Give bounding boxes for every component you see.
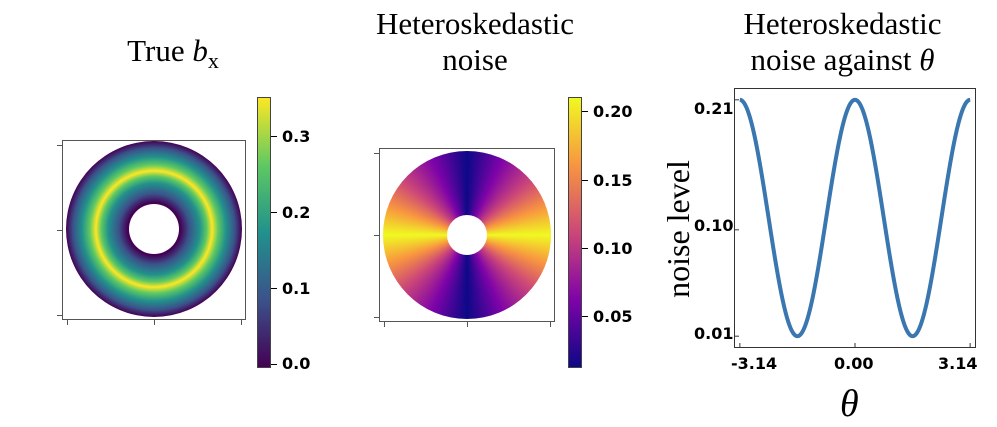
panel1-plot-frame <box>62 140 246 320</box>
panel2-ytick-mark <box>374 317 379 318</box>
panel1-cbar-tickmark <box>271 364 277 365</box>
panel1-ring <box>66 141 242 317</box>
panel2-conic-fill <box>383 151 551 319</box>
panel2-title: Heteroskedastic noise <box>345 6 605 78</box>
panel3-xtick-label: 3.14 <box>938 354 978 373</box>
panel2-ytick-mark <box>374 153 379 154</box>
panel3-xlabel: θ <box>840 383 859 425</box>
panel1-cbar-tickmark <box>271 212 277 213</box>
panel2-title-line1: Heteroskedastic <box>376 6 574 41</box>
panel1-cbar-ticklabel: 0.1 <box>282 279 311 298</box>
panel2-ytick-mark <box>374 235 379 236</box>
panel2-annulus <box>383 151 551 319</box>
panel2-xtick-mark <box>467 322 468 327</box>
panel1-ytick-mark <box>57 315 62 316</box>
panel1-cbar-tickmark <box>271 136 277 137</box>
panel2-cbar-tickmark <box>582 316 588 317</box>
panel1-title-var: b <box>192 33 208 68</box>
panel2-cbar-ticklabel: 0.15 <box>593 171 633 190</box>
panel2-cbar-tickmark <box>582 248 588 249</box>
panel3-line-chart <box>734 88 976 348</box>
panel1-cbar-ticklabel: 0.0 <box>282 354 311 373</box>
panel2-colorbar <box>568 97 582 368</box>
panel2-plot-frame <box>379 148 555 322</box>
panel3-ytick-label: 0.10 <box>694 216 734 235</box>
panel1-ytick-mark <box>57 230 62 231</box>
panel3-ylabel: noise level <box>660 160 696 298</box>
panel2-cbar-ticklabel: 0.05 <box>593 307 633 326</box>
panel3-xtick-label: 0.00 <box>834 354 874 373</box>
panel3-xtick-label: -3.14 <box>731 354 778 373</box>
panel2-xtick-mark <box>384 322 385 327</box>
panel3-series-noise <box>738 97 972 339</box>
panel3-axes-frame <box>734 88 976 348</box>
panel1-cbar-tickmark <box>271 288 277 289</box>
panel1-xtick-mark <box>154 320 155 325</box>
panel2-title-line2: noise <box>442 42 508 77</box>
panel3-title-line2-text: noise against <box>750 42 920 77</box>
panel3-ytick-label: 0.01 <box>694 324 734 343</box>
panel2-xtick-mark <box>550 322 551 327</box>
panel3-title-line1: Heteroskedastic <box>743 6 942 41</box>
panel3-ytick-label: 0.21 <box>694 99 734 118</box>
panel3-title: Heteroskedastic noise against θ <box>700 6 985 78</box>
panel2-cbar-tickmark <box>582 111 588 112</box>
panel2-cbar-ticklabel: 0.10 <box>593 239 633 258</box>
panel1-cbar-ticklabel: 0.3 <box>282 127 311 146</box>
panel1-cbar-ticklabel: 0.2 <box>282 203 311 222</box>
panel2-cbar-tickmark <box>582 180 588 181</box>
panel3-title-line2: noise against θ <box>700 42 985 78</box>
panel1-title-sub: x <box>207 48 219 74</box>
panel2-cbar-ticklabel: 0.20 <box>593 102 633 121</box>
panel1-ytick-mark <box>57 145 62 146</box>
panel1-xtick-mark <box>67 320 68 325</box>
panel1-colorbar <box>257 97 271 368</box>
panel1-title: True bx <box>88 33 258 79</box>
panel3-title-var: θ <box>919 42 935 77</box>
panel1-xtick-mark <box>241 320 242 325</box>
panel1-title-text: True <box>127 33 193 68</box>
panel1-annulus <box>66 141 242 317</box>
panel3-axis-ticks <box>734 99 971 348</box>
